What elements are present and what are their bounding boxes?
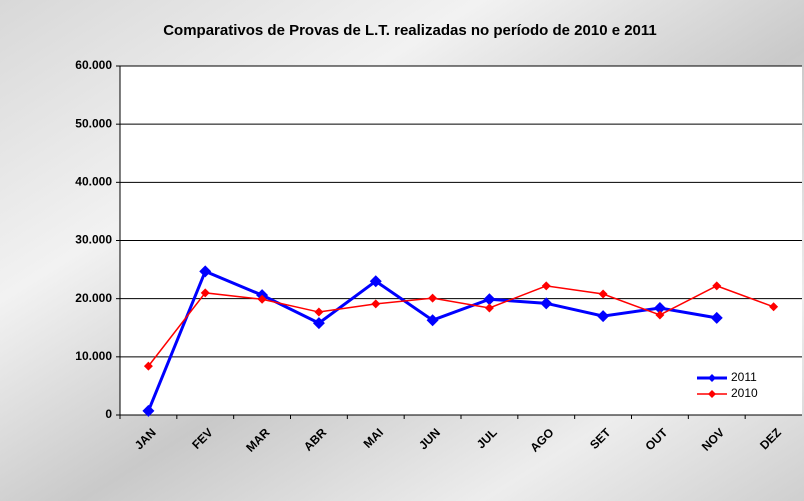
- data-point: [769, 302, 779, 312]
- data-point: [655, 310, 665, 320]
- data-point: [369, 275, 382, 288]
- data-point: [426, 314, 439, 327]
- data-point: [484, 303, 494, 313]
- data-point: [142, 404, 155, 417]
- data-point: [428, 293, 438, 303]
- data-point: [540, 297, 553, 310]
- data-point: [257, 294, 267, 304]
- data-point: [541, 281, 551, 291]
- y-tick-label: 40.000: [75, 175, 112, 189]
- y-tick-label: 30.000: [75, 233, 112, 247]
- data-point: [597, 310, 610, 323]
- series-line: [147, 285, 774, 367]
- data-point: [199, 265, 212, 278]
- data-point: [710, 311, 723, 324]
- data-point: [653, 301, 666, 314]
- legend-label: 2011: [731, 370, 757, 384]
- y-tick-label: 20.000: [75, 291, 112, 305]
- data-point: [200, 288, 210, 298]
- data-point: [312, 317, 325, 330]
- legend-marker: [708, 390, 716, 398]
- data-point: [143, 361, 153, 371]
- data-point: [712, 281, 722, 291]
- data-point: [314, 307, 324, 317]
- chart-title: Comparativos de Provas de L.T. realizada…: [163, 22, 657, 39]
- legend-label: 2010: [731, 386, 758, 400]
- y-tick-label: 0: [105, 407, 112, 421]
- legend-marker: [708, 374, 716, 382]
- data-point: [483, 293, 496, 306]
- y-tick-label: 60.000: [75, 58, 112, 72]
- data-point: [371, 299, 381, 309]
- y-tick-label: 50.000: [75, 116, 112, 130]
- y-tick-label: 10.000: [75, 349, 112, 363]
- data-point: [598, 289, 608, 299]
